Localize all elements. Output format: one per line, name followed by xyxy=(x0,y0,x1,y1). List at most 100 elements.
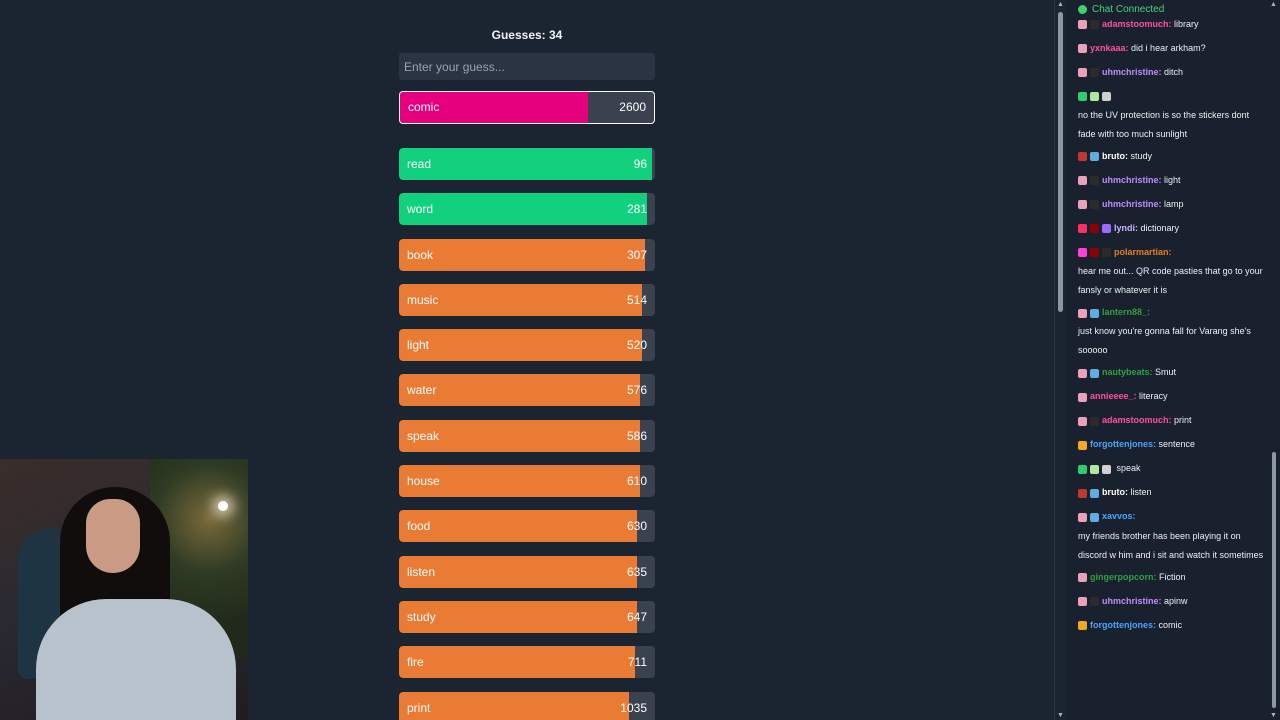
guess-word: word xyxy=(407,202,434,217)
chat-badge-icon xyxy=(1090,464,1099,474)
guess-score: 281 xyxy=(626,202,647,217)
chat-username[interactable]: lyndi: xyxy=(1114,223,1138,234)
chat-message-header: uhmchristine: light xyxy=(1078,175,1181,186)
chat-badge-icon xyxy=(1090,368,1099,378)
chat-username[interactable]: adamstoomuch: xyxy=(1102,19,1172,29)
guess-score: 514 xyxy=(626,292,647,307)
scroll-up-arrow-icon[interactable]: ▲ xyxy=(1057,1,1064,8)
chat-username[interactable]: uhmchristine: xyxy=(1102,175,1162,186)
chat-badge-icon xyxy=(1090,512,1099,522)
chat-username[interactable]: forgottenjones: xyxy=(1090,439,1156,450)
chat-badge-icon xyxy=(1078,416,1087,426)
chat-badges xyxy=(1078,592,1102,611)
page-scrollbar[interactable]: ▲ ▼ xyxy=(1054,0,1065,720)
chat-badge-icon xyxy=(1090,68,1099,78)
guess-score: 711 xyxy=(627,655,647,670)
guess-input[interactable] xyxy=(399,53,655,80)
guess-row: music 514 xyxy=(399,283,655,316)
chat-text: listen xyxy=(1130,487,1152,498)
guess-word: water xyxy=(407,383,437,398)
guess-fill xyxy=(399,600,638,633)
guess-fill xyxy=(399,283,643,316)
guess-fill xyxy=(399,555,638,588)
chat-badge-icon xyxy=(1078,68,1087,78)
chat-username[interactable]: lantern88_: xyxy=(1102,307,1151,318)
chat-username[interactable]: polarmartian: xyxy=(1114,247,1172,258)
guess-word: read xyxy=(407,157,432,171)
guess-word: fire xyxy=(407,655,424,670)
chat-scrollbar[interactable]: ▲ ▼ xyxy=(1270,0,1278,720)
chat-text: did i hear arkham? xyxy=(1131,43,1206,53)
guess-word: light xyxy=(407,338,430,353)
chat-message-header: lyndi: dictionary xyxy=(1078,223,1179,234)
chat-badges xyxy=(1078,484,1102,503)
chat-scroll-thumb[interactable] xyxy=(1272,452,1276,708)
guess-fill xyxy=(399,510,638,543)
chat-message-header: adamstoomuch: library xyxy=(1078,19,1199,30)
chat-username[interactable]: nautybeats: xyxy=(1102,367,1153,378)
chat-badges xyxy=(1078,412,1102,431)
chat-username[interactable]: bruto: xyxy=(1102,151,1128,162)
guess-score: 520 xyxy=(626,338,647,353)
chat-message: uhmchristine: lamp xyxy=(1078,192,1266,216)
chat-badge-icon xyxy=(1078,512,1087,522)
chat-text: light xyxy=(1164,175,1181,186)
chat-username[interactable]: gingerpopcorn: xyxy=(1090,571,1157,582)
chat-username[interactable]: uhmchristine: xyxy=(1102,67,1162,77)
guess-row: book 307 xyxy=(399,238,655,271)
guess-score: 647 xyxy=(626,609,647,624)
chat-text: comic xyxy=(1158,619,1183,630)
chat-badge-icon xyxy=(1090,200,1099,210)
chat-text: print xyxy=(1174,415,1192,426)
chat-username[interactable]: yxnkaaa: xyxy=(1090,43,1129,53)
chat-badge-icon xyxy=(1078,488,1087,498)
chat-message: xavvos: my friends brother has been playi… xyxy=(1078,504,1266,564)
guess-row: word 281 xyxy=(399,193,655,226)
page-scroll-thumb[interactable] xyxy=(1058,12,1063,312)
chat-message-header: annieeee_: literacy xyxy=(1078,391,1168,402)
guess-row: speak 586 xyxy=(399,419,655,452)
chat-text: apinw xyxy=(1164,595,1188,606)
chat-username[interactable]: annieeee_: xyxy=(1090,391,1137,402)
chat-username[interactable]: bruto: xyxy=(1102,487,1128,498)
chat-badge-icon xyxy=(1078,440,1087,450)
guess-score: 610 xyxy=(626,474,647,489)
guess-word: speak xyxy=(407,428,440,443)
chat-message: annieeee_: literacy xyxy=(1078,384,1266,408)
guess-fill xyxy=(399,646,635,679)
guess-word: music xyxy=(407,292,439,307)
chat-badges xyxy=(1078,303,1102,322)
chat-badge-icon xyxy=(1078,392,1087,402)
chat-message-header: adamstoomuch: print xyxy=(1078,415,1192,426)
chat-message-list: adamstoomuch: library yxnkaaa: did i hear… xyxy=(1078,12,1266,637)
guess-word: house xyxy=(407,474,440,489)
chat-username[interactable]: uhmchristine: xyxy=(1102,199,1162,210)
guess-row: listen 635 xyxy=(399,555,655,588)
chat-badge-icon xyxy=(1078,44,1087,54)
chat-username[interactable]: forgottenjones: xyxy=(1090,619,1156,630)
chat-scroll-up-icon[interactable]: ▲ xyxy=(1270,1,1277,8)
chat-text: speak xyxy=(1116,463,1141,474)
chat-message-header: bruto: listen xyxy=(1078,487,1152,498)
chat-scroll-down-icon[interactable]: ▼ xyxy=(1270,712,1277,719)
chat-message-header: yxnkaaa: did i hear arkham? xyxy=(1078,43,1206,54)
chat-username[interactable]: uhmchristine: xyxy=(1102,595,1162,606)
chat-username[interactable]: xavvos: xyxy=(1102,511,1136,522)
chat-badge-icon xyxy=(1078,224,1087,234)
chat-status: Chat Connected xyxy=(1078,4,1165,15)
chat-badge-icon xyxy=(1078,152,1087,162)
chat-message-header xyxy=(1078,87,1266,106)
chat-message: adamstoomuch: print xyxy=(1078,408,1266,432)
scroll-down-arrow-icon[interactable]: ▼ xyxy=(1057,712,1064,719)
chat-badge-icon xyxy=(1090,20,1099,30)
guess-score: 1035 xyxy=(620,700,647,715)
chat-username[interactable]: adamstoomuch: xyxy=(1102,415,1172,426)
chat-text: ditch xyxy=(1164,67,1184,77)
guess-fill xyxy=(399,419,640,452)
chat-text: sentence xyxy=(1158,439,1196,450)
chat-message: nautybeats: Smut xyxy=(1078,360,1266,384)
webcam-overlay xyxy=(0,459,248,720)
chat-message: bruto: study xyxy=(1078,144,1266,168)
chat-text: library xyxy=(1174,19,1199,29)
chat-message: polarmartian: hear me out... QR code past… xyxy=(1078,240,1266,300)
